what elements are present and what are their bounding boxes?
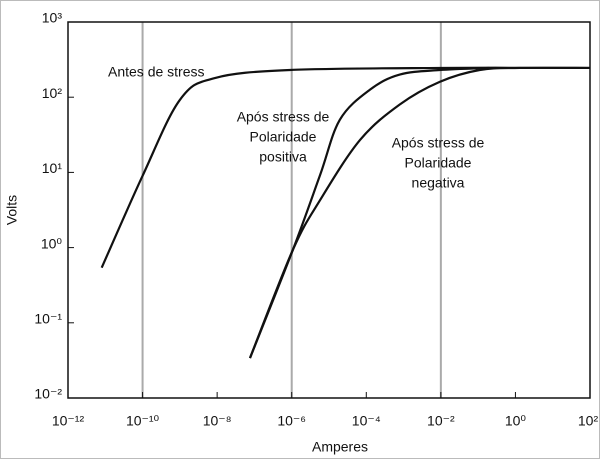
line	[248, 66, 591, 359]
x-tick-label: 10⁻⁸	[203, 413, 232, 429]
x-tick-label: 10⁻²	[427, 413, 455, 429]
x-tick-label: 10⁻⁴	[352, 413, 381, 429]
x-tick-label: 10⁰	[505, 413, 527, 429]
x-tick-label: 10⁻¹⁰	[126, 413, 160, 429]
x-tick-label: 10⁻⁶	[277, 413, 306, 429]
annotation: Após stress de	[237, 109, 330, 125]
y-tick-label: 10²	[42, 85, 63, 101]
y-tick-label: 10⁻¹	[34, 311, 62, 327]
plot-area	[67, 21, 591, 399]
annotation: Antes de stress	[108, 64, 205, 80]
annotation: Polaridade	[405, 155, 472, 171]
y-tick-label: 10⁰	[41, 235, 63, 251]
annotation: negativa	[412, 175, 465, 191]
y-tick-label: 10¹	[42, 160, 63, 176]
annotation: Polaridade	[250, 129, 317, 145]
y-tick-label: 10³	[42, 10, 63, 26]
x-tick-label: 10²	[578, 413, 599, 429]
annotation: positiva	[259, 149, 307, 165]
y-axis-label: Volts	[4, 195, 20, 225]
annotation: Após stress de	[392, 135, 485, 151]
y-tick-label: 10⁻²	[34, 386, 62, 402]
line	[100, 66, 591, 269]
x-tick-label: 10⁻¹²	[52, 413, 85, 429]
x-axis-label: Amperes	[312, 439, 368, 455]
